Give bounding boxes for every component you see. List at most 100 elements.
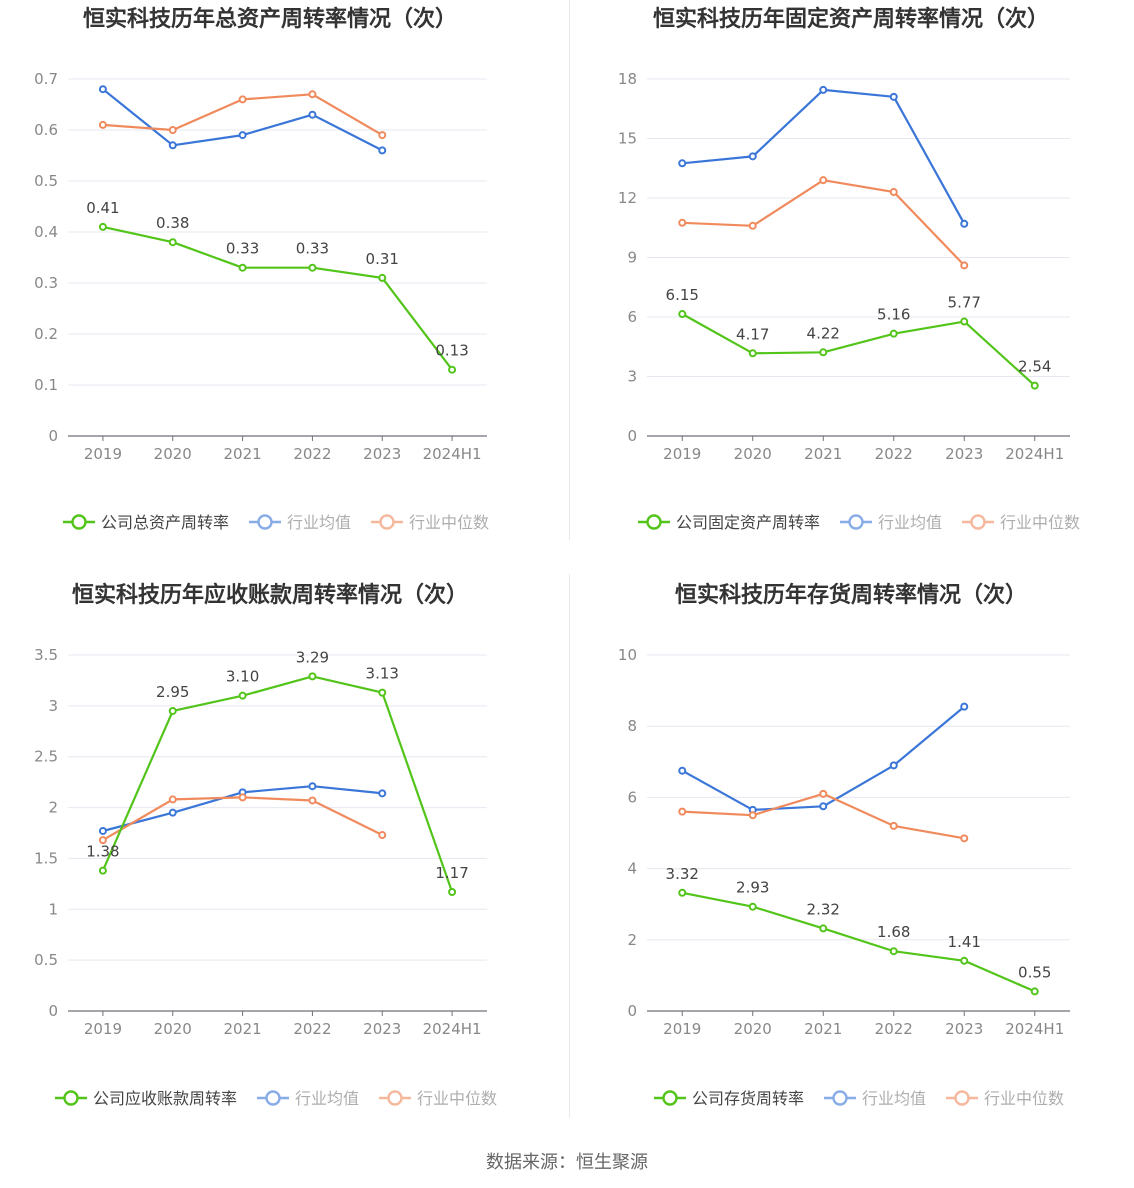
legend-label: 公司存货周转率 bbox=[692, 1089, 804, 1108]
data-label: 2.54 bbox=[1018, 358, 1051, 376]
y-tick-label: 0.2 bbox=[34, 325, 58, 343]
data-label: 1.41 bbox=[948, 933, 981, 951]
x-tick-label: 2020 bbox=[154, 445, 192, 463]
y-tick-label: 6 bbox=[627, 788, 637, 806]
data-point-avg bbox=[98, 85, 107, 94]
legend-item-median: 行业中位数 bbox=[962, 513, 1080, 532]
legend-item-avg: 行业均值 bbox=[824, 1089, 926, 1108]
data-label: 1.38 bbox=[86, 843, 119, 861]
legend-marker bbox=[954, 1090, 970, 1106]
legend-item-company: 公司总资产周转率 bbox=[63, 513, 229, 532]
data-point-avg bbox=[238, 131, 247, 140]
y-tick-label: 0.6 bbox=[34, 121, 58, 139]
x-tick-label: 2023 bbox=[945, 1020, 983, 1038]
y-tick-label: 12 bbox=[618, 189, 637, 207]
vertical-divider-bottom bbox=[569, 574, 570, 1118]
chart-panel-3: 恒实科技历年应收账款周转率情况（次） 0 0.5 1 1.5 2 2.5 3 3.5 2019 20… bbox=[34, 582, 497, 1108]
data-point-median bbox=[378, 131, 387, 140]
data-point-company bbox=[1030, 381, 1039, 390]
y-tick-label: 10 bbox=[618, 646, 637, 664]
data-point-median bbox=[678, 807, 687, 816]
x-tick-label: 2019 bbox=[663, 445, 701, 463]
y-tick-label: 18 bbox=[618, 70, 637, 88]
data-point-median bbox=[960, 834, 969, 843]
y-tick-label: 1.5 bbox=[34, 849, 58, 867]
legend-marker bbox=[257, 514, 273, 530]
x-tick-label: 2022 bbox=[293, 445, 331, 463]
data-label: 5.16 bbox=[877, 306, 910, 324]
legend-label: 行业均值 bbox=[878, 513, 942, 532]
data-point-company bbox=[98, 222, 107, 231]
chart-panel-4: 恒实科技历年存货周转率情况（次） 0 2 4 6 8 10 2019 2020 2021 2022 2… bbox=[618, 582, 1070, 1108]
data-point-median bbox=[748, 811, 757, 820]
data-point-company bbox=[448, 365, 457, 374]
x-tick-label: 2022 bbox=[875, 445, 913, 463]
legend-marker bbox=[379, 514, 395, 530]
data-point-median bbox=[238, 95, 247, 104]
y-tick-label: 0 bbox=[48, 427, 58, 445]
data-label: 2.32 bbox=[807, 900, 840, 918]
y-tick-label: 0.5 bbox=[34, 172, 58, 190]
legend-label: 行业中位数 bbox=[409, 513, 489, 532]
x-tick-label: 2023 bbox=[363, 1020, 401, 1038]
data-label: 0.55 bbox=[1018, 963, 1051, 981]
data-label: 3.29 bbox=[296, 648, 329, 666]
data-point-avg bbox=[889, 92, 898, 101]
y-tick-label: 2 bbox=[627, 931, 637, 949]
data-label: 0.33 bbox=[226, 240, 259, 258]
data-point-median bbox=[98, 836, 107, 845]
x-tick-label: 2019 bbox=[663, 1020, 701, 1038]
data-point-avg bbox=[819, 802, 828, 811]
legend-item-median: 行业中位数 bbox=[371, 513, 489, 532]
data-point-median bbox=[238, 793, 247, 802]
y-tick-label: 3 bbox=[627, 368, 637, 386]
x-tick-label: 2021 bbox=[804, 445, 842, 463]
y-tick-label: 6 bbox=[627, 308, 637, 326]
data-point-company bbox=[98, 866, 107, 875]
data-label: 3.32 bbox=[666, 865, 699, 883]
data-point-avg bbox=[748, 152, 757, 161]
data-point-company bbox=[819, 348, 828, 357]
data-label: 0.31 bbox=[366, 250, 399, 268]
legend-marker bbox=[662, 1090, 678, 1106]
data-point-company bbox=[678, 888, 687, 897]
data-point-company bbox=[238, 263, 247, 272]
x-tick-label: 2021 bbox=[223, 1020, 261, 1038]
series-line-median bbox=[682, 179, 966, 267]
legend-item-company: 公司存货周转率 bbox=[654, 1089, 804, 1108]
data-point-company bbox=[1030, 987, 1039, 996]
x-tick-label: 2021 bbox=[223, 445, 261, 463]
legend-label: 行业均值 bbox=[862, 1089, 926, 1108]
legend-item-median: 行业中位数 bbox=[946, 1089, 1064, 1108]
legend-marker bbox=[71, 514, 87, 530]
data-point-company bbox=[748, 902, 757, 911]
data-point-avg bbox=[960, 219, 969, 228]
data-point-median bbox=[378, 831, 387, 840]
data-point-median bbox=[98, 120, 107, 129]
data-point-avg bbox=[678, 766, 687, 775]
legend-item-company: 公司固定资产周转率 bbox=[638, 513, 820, 532]
y-tick-label: 2.5 bbox=[34, 748, 58, 766]
series-line-median bbox=[102, 796, 383, 842]
legend-marker bbox=[265, 1090, 281, 1106]
legend-label: 公司总资产周转率 bbox=[101, 513, 229, 532]
y-tick-label: 0.5 bbox=[34, 951, 58, 969]
legend-marker bbox=[63, 1090, 79, 1106]
data-point-median bbox=[308, 796, 317, 805]
y-tick-label: 0 bbox=[627, 427, 637, 445]
y-tick-label: 9 bbox=[627, 249, 637, 267]
x-tick-label: 2019 bbox=[84, 1020, 122, 1038]
legend-marker bbox=[387, 1090, 403, 1106]
chart-panel-2: 恒实科技历年固定资产周转率情况（次） 0 3 6 9 12 15 18 2019 2020 2021… bbox=[618, 6, 1080, 532]
data-point-company bbox=[378, 688, 387, 697]
data-point-avg bbox=[960, 702, 969, 711]
y-tick-label: 0 bbox=[48, 1002, 58, 1020]
x-tick-label: 2022 bbox=[875, 1020, 913, 1038]
legend-label: 行业中位数 bbox=[417, 1089, 497, 1108]
data-point-company bbox=[819, 924, 828, 933]
data-point-median bbox=[308, 90, 317, 99]
chart-title: 恒实科技历年存货周转率情况（次） bbox=[675, 582, 1027, 608]
data-point-avg bbox=[819, 85, 828, 94]
data-label: 0.13 bbox=[435, 342, 468, 360]
data-label: 4.22 bbox=[807, 324, 840, 342]
